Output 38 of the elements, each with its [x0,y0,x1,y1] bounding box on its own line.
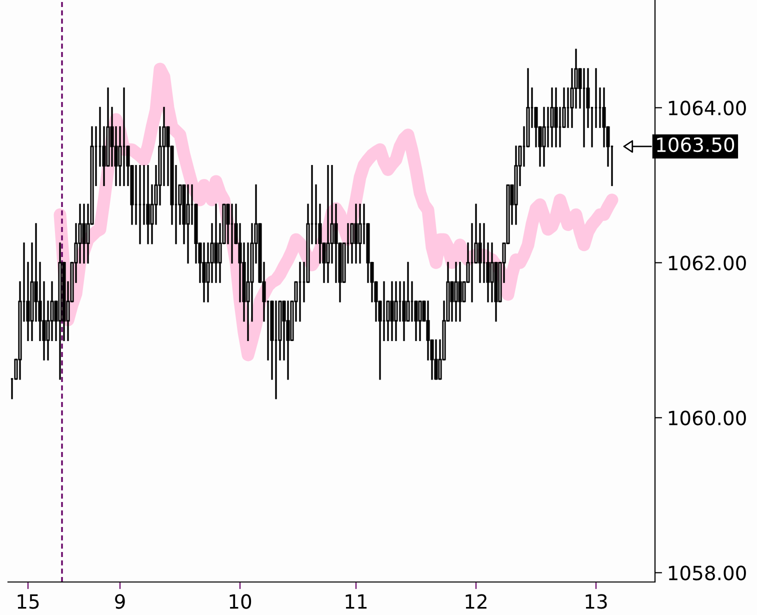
x-tick-label: 12 [466,594,486,609]
candlestick [406,262,410,322]
candlestick [434,339,438,380]
candlestick [214,204,218,283]
candlestick [82,204,86,264]
x-tick-label: 11 [346,594,367,609]
candlestick [426,300,430,360]
x-tick-label: 10 [230,594,252,609]
candlestick [334,204,338,283]
x-tick-label: 15 [18,594,39,609]
candlestick [358,204,362,264]
candlestick [418,300,422,342]
candlestick [354,204,358,264]
candlestick [542,106,546,167]
candlestick [202,242,206,302]
y-tick-label: 1058.00 [668,566,746,580]
candlestick [490,242,494,302]
candlestick [554,88,558,148]
candlestick [350,223,354,264]
candlestick [326,165,330,283]
candlestick [478,223,482,283]
candlestick [286,300,290,380]
candlestick [394,281,398,342]
candlestick [186,184,190,264]
candlestick [454,262,458,322]
y-tick-label: 1062.00 [668,256,746,270]
candlestick [402,281,406,342]
candlestick [602,88,606,148]
candlestick [550,88,554,148]
candlestick [146,165,150,244]
y-tick-label: 1064.00 [668,100,746,116]
candlestick [458,262,462,322]
text: 1063.50 [657,137,734,152]
x-tick-label: 13 [586,594,607,609]
x-tick-label: 9 [115,594,125,609]
y-tick-label: 1060.00 [668,410,746,426]
candlestick [390,281,394,342]
candlestick [450,281,454,322]
